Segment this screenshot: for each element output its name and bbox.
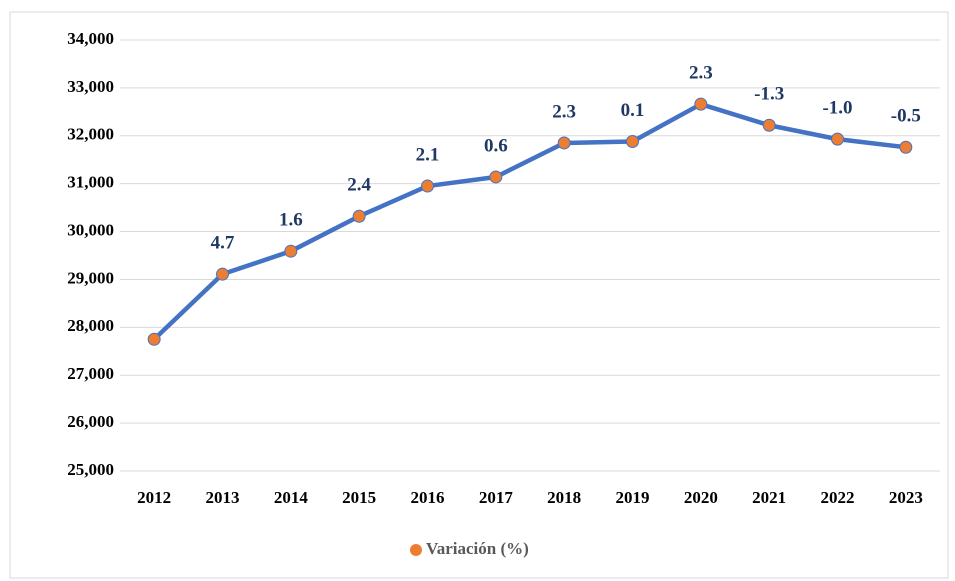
marker (557, 136, 571, 150)
marker (694, 97, 708, 111)
x-tick-label: 2015 (342, 488, 376, 507)
x-tick-label: 2012 (137, 488, 171, 507)
x-tick-label: 2020 (684, 488, 718, 507)
legend-label: Variación (%) (426, 539, 529, 558)
x-tick-label: 2023 (889, 488, 923, 507)
marker (147, 332, 161, 346)
y-tick-label: 29,000 (67, 268, 114, 287)
data-label: 0.6 (484, 135, 508, 156)
x-tick-label: 2022 (821, 488, 855, 507)
data-label: -0.5 (891, 106, 921, 127)
y-tick-label: 27,000 (67, 364, 114, 383)
y-tick-label: 26,000 (67, 412, 114, 431)
x-tick-label: 2014 (274, 488, 309, 507)
data-label: 2.3 (689, 63, 713, 84)
x-tick-label: 2017 (479, 488, 514, 507)
y-tick-label: 30,000 (67, 220, 114, 239)
marker (284, 244, 298, 258)
y-tick-label: 31,000 (67, 173, 114, 192)
data-label: 2.1 (416, 144, 440, 165)
marker (626, 135, 639, 149)
chart-border (9, 11, 949, 579)
y-tick-label: 28,000 (67, 316, 114, 335)
data-label: -1.0 (822, 97, 852, 118)
marker (216, 267, 229, 281)
marker (421, 179, 434, 193)
legend-marker (410, 544, 422, 556)
y-tick-label: 32,000 (67, 125, 114, 144)
y-tick-label: 25,000 (67, 460, 114, 479)
line (152, 101, 907, 341)
data-label: 0.1 (621, 100, 645, 121)
data-label: 2.3 (552, 101, 576, 122)
x-tick-label: 2016 (411, 488, 445, 507)
marker (831, 132, 844, 146)
data-label: 4.7 (211, 233, 235, 254)
marker (489, 170, 503, 184)
y-tick-label: 34,000 (67, 29, 114, 48)
marker (352, 209, 366, 223)
x-tick-label: 2018 (547, 488, 581, 507)
data-label: -1.3 (754, 84, 784, 105)
x-tick-label: 2013 (206, 488, 240, 507)
x-tick-label: 2019 (616, 488, 650, 507)
data-label: 2.4 (347, 175, 371, 196)
marker (899, 140, 913, 154)
data-label: 1.6 (279, 210, 303, 231)
y-tick-label: 33,000 (67, 77, 114, 96)
marker (762, 118, 776, 132)
x-tick-label: 2021 (752, 488, 786, 507)
